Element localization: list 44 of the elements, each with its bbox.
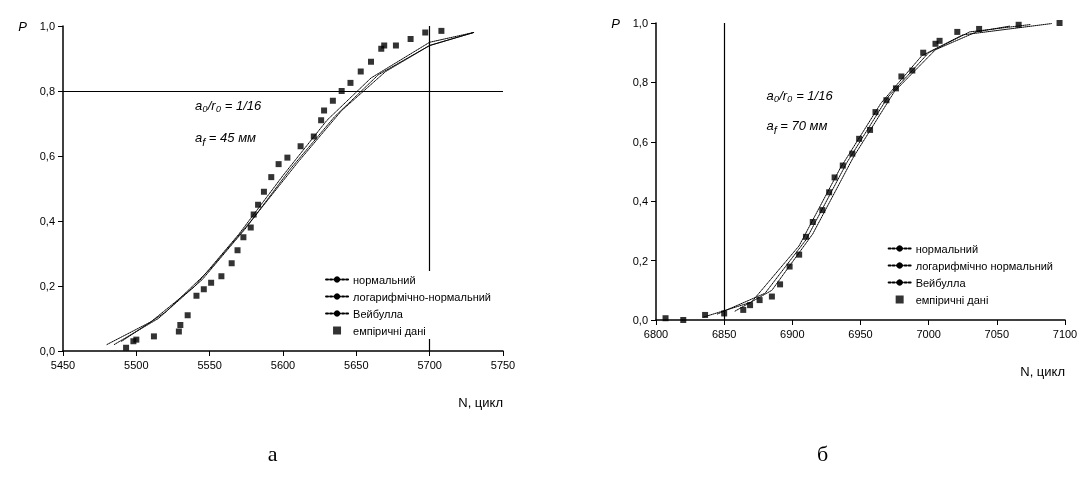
annotation: a₀/r₀ = 1/16 (766, 88, 833, 104)
legend-label: емпіричні дані (915, 293, 989, 306)
y-tick-label: 1,0 (39, 20, 55, 32)
annotation: a₀/r₀ = 1/16 (195, 97, 262, 113)
x-tick-label: 5450 (50, 358, 76, 371)
x-axis-title: N, цикл (458, 395, 503, 410)
legend-label: нормальний (353, 273, 416, 286)
annotation: a$_{f}$ = 45 мм (195, 130, 256, 148)
x-tick-label: 7050 (984, 327, 1010, 340)
y-tick-label: 0,0 (39, 345, 55, 357)
x-tick-label: 5550 (197, 358, 222, 371)
legend-label: Вейбулла (915, 276, 967, 289)
y-tick-label: 0,4 (39, 215, 55, 227)
legend-label: емпіричні дані (353, 324, 426, 337)
y-axis-title: P (611, 15, 621, 31)
x-tick-label: 5700 (417, 358, 442, 371)
x-tick-label: 7000 (916, 327, 941, 340)
x-tick-label: 6900 (780, 327, 805, 340)
legend-label: логарифмічно нормальний (915, 259, 1054, 272)
y-tick-label: 0,0 (632, 314, 648, 326)
y-tick-label: 0,6 (632, 135, 648, 148)
x-tick-label: 6850 (711, 327, 737, 340)
y-tick-label: 0,6 (39, 150, 55, 162)
legend-label: Вейбулла (353, 307, 404, 320)
y-tick-label: 1,0 (632, 17, 648, 29)
text: а (267, 440, 278, 466)
y-tick-label: 0,4 (632, 195, 648, 208)
x-tick-label: 6950 (848, 327, 873, 340)
x-tick-label: 5600 (270, 358, 296, 371)
y-tick-label: 0,2 (39, 280, 55, 292)
y-tick-label: 0,2 (632, 254, 648, 267)
x-tick-label: 5750 (490, 358, 516, 371)
x-tick-label: 5650 (344, 358, 369, 371)
legend-label: нормальний (915, 242, 979, 255)
x-tick-label: 5500 (124, 358, 149, 371)
y-tick-label: 0,8 (632, 76, 648, 89)
legend-label: логарифмічно-нормальний (353, 290, 492, 303)
y-axis-title: P (18, 18, 28, 34)
x-tick-label: 6800 (643, 327, 669, 340)
y-tick-label: 0,8 (39, 85, 55, 97)
x-tick-label: 7100 (1052, 327, 1078, 340)
x-axis-title: N, цикл (1020, 364, 1065, 379)
text: б (816, 440, 829, 466)
annotation: a$_{f}$ = 70 мм (766, 118, 828, 136)
